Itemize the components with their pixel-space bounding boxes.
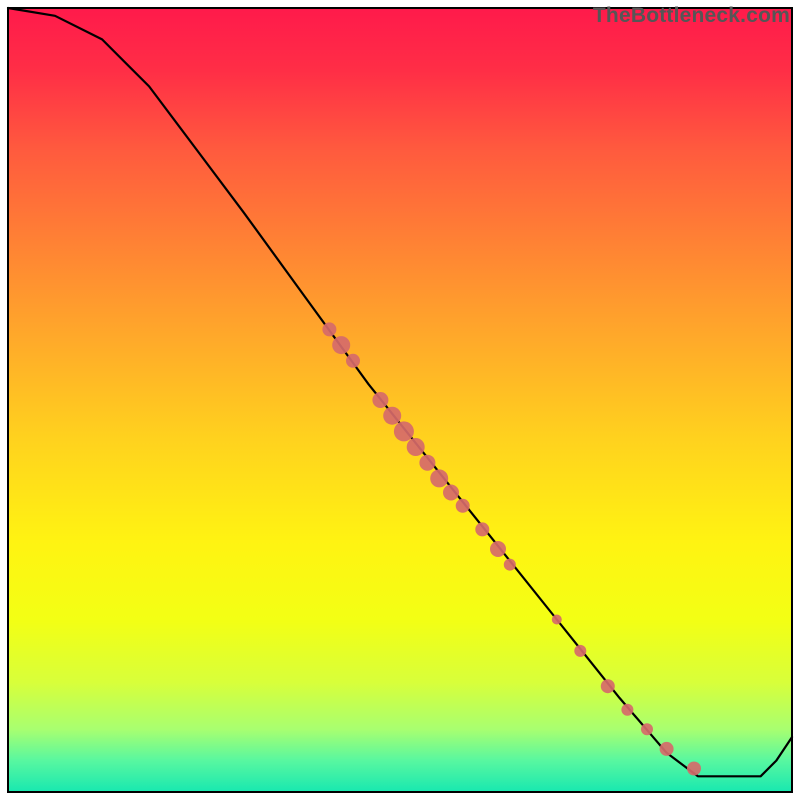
scatter-point	[372, 392, 388, 408]
scatter-point	[332, 336, 350, 354]
scatter-point	[430, 469, 448, 487]
scatter-point	[419, 455, 435, 471]
scatter-point	[574, 645, 586, 657]
scatter-point	[322, 322, 336, 336]
scatter-point	[552, 615, 562, 625]
scatter-point	[490, 541, 506, 557]
scatter-point	[407, 438, 425, 456]
scatter-point	[601, 679, 615, 693]
scatter-point	[475, 522, 489, 536]
scatter-point	[443, 485, 459, 501]
scatter-point	[504, 559, 516, 571]
bottleneck-chart: TheBottleneck.com	[0, 0, 800, 800]
chart-overlay	[0, 0, 800, 800]
scatter-point	[346, 354, 360, 368]
scatter-points	[322, 322, 701, 775]
scatter-point	[687, 762, 701, 776]
scatter-point	[394, 421, 414, 441]
watermark-text: TheBottleneck.com	[593, 4, 790, 28]
scatter-point	[621, 704, 633, 716]
scatter-point	[660, 742, 674, 756]
bottleneck-curve	[8, 8, 792, 776]
scatter-point	[641, 723, 653, 735]
scatter-point	[456, 499, 470, 513]
scatter-point	[383, 407, 401, 425]
